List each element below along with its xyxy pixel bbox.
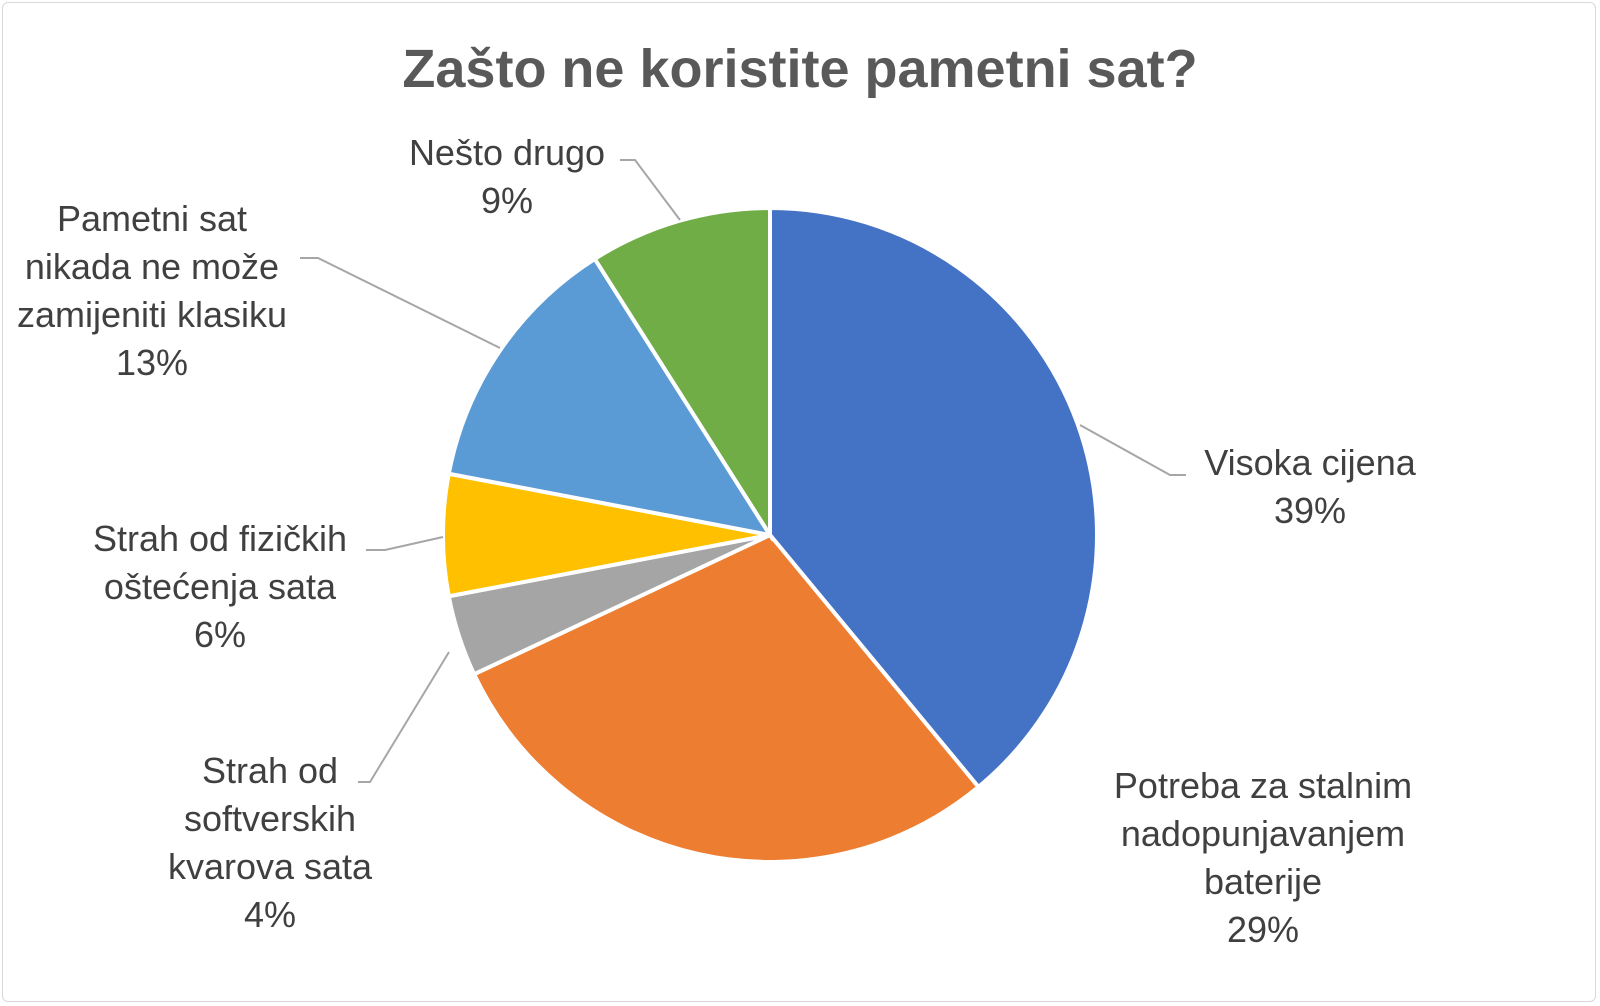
data-label: Potreba za stalnim nadopunjavanjem bater… (1113, 762, 1413, 954)
category-label: Strah od softverskih kvarova sata (167, 750, 373, 887)
category-label: Nešto drugo (408, 132, 606, 173)
category-label: Pametni sat nikada ne može zamijeniti kl… (16, 198, 288, 335)
value-label: 4% (243, 894, 297, 935)
pie-slice (592, 205, 772, 542)
leader-line (300, 257, 501, 349)
leader-line (1079, 424, 1186, 476)
data-label: Nešto drugo 9% (377, 129, 637, 225)
leader-line (358, 651, 450, 783)
value-label: 39% (1273, 490, 1347, 531)
data-label: Pametni sat nikada ne može zamijeniti kl… (10, 195, 295, 387)
pie-slice (768, 205, 1099, 790)
category-label: Visoka cijena (1204, 442, 1416, 483)
data-label: Visoka cijena 39% (1150, 439, 1470, 535)
pie-slice (446, 256, 775, 538)
value-label: 9% (480, 180, 534, 221)
category-label: Strah od fizičkih oštećenja sata (92, 518, 348, 607)
value-label: 6% (193, 614, 247, 655)
data-label: Strah od softverskih kvarova sata 4% (150, 747, 390, 939)
leader-line (366, 536, 444, 551)
pie-slice (441, 471, 771, 599)
value-label: 13% (115, 342, 189, 383)
data-label: Strah od fizičkih oštećenja sata 6% (70, 515, 370, 659)
category-label: Potreba za stalnim nadopunjavanjem bater… (1113, 765, 1413, 902)
leader-line (620, 159, 681, 221)
value-label: 29% (1226, 909, 1300, 950)
chart-title: Zašto ne koristite pametni sat? (402, 39, 1198, 99)
